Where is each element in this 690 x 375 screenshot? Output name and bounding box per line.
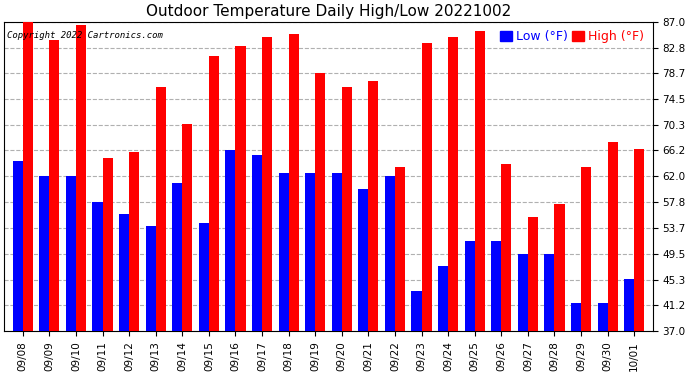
- Bar: [50, 40, 59, 331]
- Bar: [581, 167, 591, 331]
- Bar: [544, 254, 555, 331]
- Bar: [129, 152, 139, 331]
- Bar: [156, 87, 166, 331]
- Bar: [92, 202, 103, 331]
- Text: Copyright 2022 Cartronics.com: Copyright 2022 Cartronics.com: [8, 31, 164, 40]
- Bar: [262, 37, 272, 331]
- Bar: [422, 44, 432, 331]
- Bar: [555, 204, 564, 331]
- Bar: [315, 73, 325, 331]
- Bar: [23, 22, 33, 331]
- Bar: [199, 223, 209, 331]
- Bar: [66, 177, 76, 331]
- Bar: [342, 87, 352, 331]
- Bar: [39, 177, 50, 331]
- Bar: [385, 177, 395, 331]
- Bar: [491, 242, 502, 331]
- Bar: [226, 150, 235, 331]
- Bar: [438, 266, 448, 331]
- Bar: [279, 173, 288, 331]
- Bar: [12, 161, 23, 331]
- Bar: [634, 148, 644, 331]
- Title: Outdoor Temperature Daily High/Low 20221002: Outdoor Temperature Daily High/Low 20221…: [146, 4, 511, 19]
- Bar: [624, 279, 634, 331]
- Bar: [172, 183, 182, 331]
- Bar: [252, 155, 262, 331]
- Bar: [119, 214, 129, 331]
- Bar: [182, 124, 193, 331]
- Bar: [209, 56, 219, 331]
- Bar: [518, 254, 528, 331]
- Bar: [395, 167, 405, 331]
- Bar: [146, 226, 156, 331]
- Bar: [608, 142, 618, 331]
- Bar: [76, 25, 86, 331]
- Bar: [528, 217, 538, 331]
- Bar: [358, 189, 368, 331]
- Bar: [464, 242, 475, 331]
- Bar: [502, 164, 511, 331]
- Bar: [332, 173, 342, 331]
- Bar: [475, 31, 485, 331]
- Bar: [571, 303, 581, 331]
- Bar: [235, 46, 246, 331]
- Bar: [288, 34, 299, 331]
- Bar: [411, 291, 422, 331]
- Bar: [305, 173, 315, 331]
- Bar: [103, 158, 112, 331]
- Bar: [448, 37, 458, 331]
- Bar: [368, 81, 379, 331]
- Bar: [598, 303, 608, 331]
- Legend: Low (°F), High (°F): Low (°F), High (°F): [497, 28, 647, 46]
